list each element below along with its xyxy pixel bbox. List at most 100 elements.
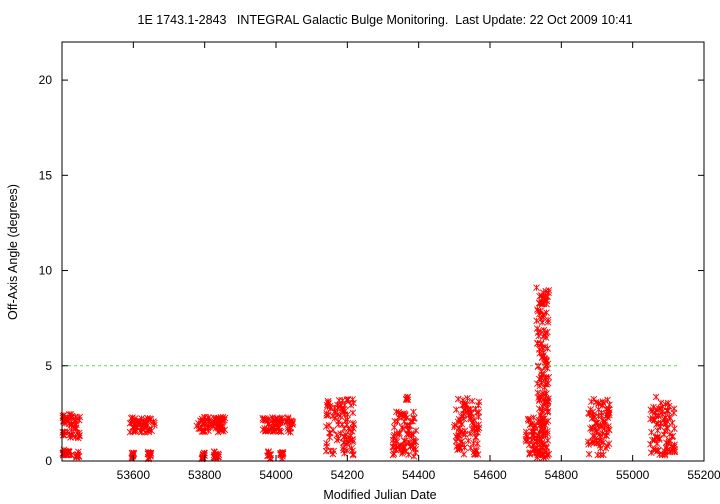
data-point: [592, 419, 599, 427]
data-point: [460, 400, 468, 408]
data-point: [403, 395, 410, 403]
data-point: [535, 405, 543, 413]
data-point: [215, 416, 223, 423]
data-point: [135, 417, 143, 425]
y-axis-label: Off-Axis Angle (degrees): [6, 184, 20, 320]
data-point: [585, 450, 593, 458]
data-point: [544, 452, 551, 459]
data-points: [59, 284, 679, 463]
data-point: [655, 412, 662, 420]
data-point: [400, 418, 408, 425]
chart-title: 1E 1743.1-2843 INTEGRAL Galactic Bulge M…: [138, 13, 633, 27]
data-point: [522, 436, 530, 443]
data-point: [412, 449, 419, 457]
data-point: [594, 451, 602, 459]
data-point: [664, 425, 671, 432]
data-point: [325, 421, 333, 429]
data-point: [593, 428, 601, 436]
data-point: [535, 299, 543, 307]
data-point: [390, 450, 398, 457]
y-tick-label: 0: [45, 454, 52, 468]
data-point: [260, 416, 267, 424]
x-axis: 53600 53800 54000 54200 54400 54600 54800 55000…: [117, 42, 720, 482]
data-point: [287, 428, 294, 436]
data-point: [654, 427, 661, 434]
data-point: [141, 420, 149, 428]
data-point: [322, 447, 330, 455]
data-point: [589, 408, 597, 416]
data-point: [670, 425, 678, 433]
data-point: [599, 398, 607, 405]
data-point: [68, 451, 75, 459]
data-point: [259, 426, 267, 433]
data-point: [407, 443, 414, 450]
data-point: [348, 428, 356, 435]
data-point: [539, 441, 547, 448]
data-point: [126, 428, 134, 436]
data-point: [648, 428, 655, 436]
data-point: [218, 426, 226, 434]
data-point: [540, 370, 548, 378]
data-point: [545, 289, 552, 296]
x-tick-label: 53600: [117, 468, 151, 482]
data-point: [600, 418, 608, 425]
data-point: [652, 393, 660, 401]
data-point: [533, 284, 540, 292]
x-tick-label: 53800: [188, 468, 222, 482]
data-point: [399, 411, 406, 418]
data-point: [220, 416, 228, 424]
data-point: [403, 421, 411, 429]
data-point: [461, 444, 468, 451]
data-point: [534, 380, 541, 388]
data-point: [265, 426, 273, 434]
data-point: [394, 418, 401, 425]
data-point: [664, 418, 671, 425]
data-point: [542, 361, 550, 369]
data-point: [538, 319, 546, 326]
data-point: [467, 444, 475, 452]
data-point: [474, 440, 481, 447]
data-point: [539, 407, 546, 414]
data-point: [60, 418, 67, 425]
data-point: [130, 423, 137, 431]
data-point: [68, 426, 75, 434]
data-point: [541, 331, 549, 339]
data-point: [455, 424, 463, 432]
data-point: [349, 409, 357, 417]
data-point: [536, 292, 544, 300]
data-point: [661, 450, 669, 458]
data-point: [341, 411, 348, 418]
data-point: [544, 417, 552, 425]
data-point: [531, 421, 539, 429]
data-point: [468, 397, 476, 405]
data-point: [273, 421, 281, 428]
data-point: [655, 436, 663, 443]
data-point: [541, 356, 549, 363]
data-point: [210, 451, 218, 459]
plot-frame: [61, 41, 705, 462]
data-point: [652, 446, 659, 454]
data-point: [337, 412, 344, 420]
data-point: [544, 328, 551, 336]
data-point: [454, 418, 462, 426]
data-point: [536, 345, 543, 353]
data-point: [467, 414, 474, 422]
data-point: [349, 436, 356, 444]
data-point: [338, 405, 346, 412]
data-point: [395, 431, 403, 438]
y-axis: 0 5 10 15 20: [39, 73, 704, 468]
data-point: [540, 349, 547, 356]
data-point: [460, 450, 468, 458]
data-point: [474, 429, 481, 436]
data-point: [598, 409, 605, 417]
x-tick-label: 54600: [473, 468, 507, 482]
data-point: [329, 412, 337, 420]
data-point: [405, 451, 413, 458]
data-point: [390, 423, 398, 431]
data-point: [584, 438, 592, 445]
data-point: [657, 423, 664, 431]
data-point: [60, 451, 67, 459]
data-point: [335, 435, 342, 442]
data-point: [461, 431, 469, 438]
y-tick-label: 10: [39, 264, 53, 278]
